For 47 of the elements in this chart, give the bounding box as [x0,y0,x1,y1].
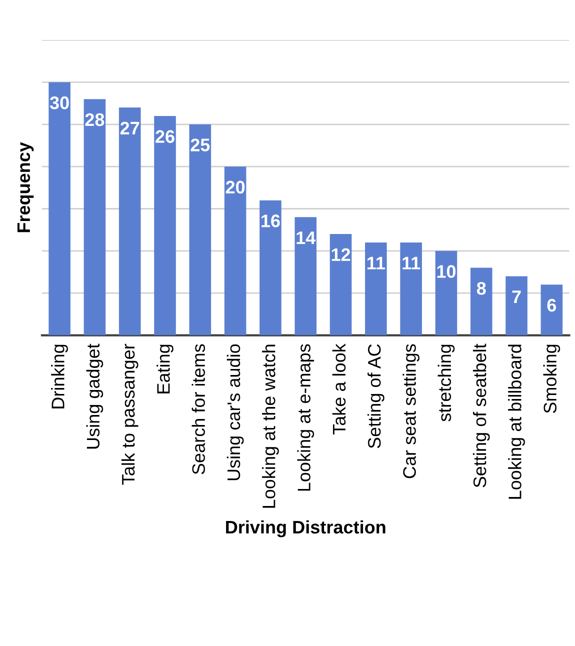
data-label: 26 [156,130,174,143]
x-tick-label: Drinking [51,344,68,408]
x-axis-title: Driving Distraction [226,520,386,538]
bar [84,99,106,336]
bar [224,166,246,336]
x-tick-label: Looking at e-maps [297,344,314,491]
x-tick-label: Talk to passanger [121,344,138,485]
data-label: 11 [402,256,420,270]
data-label: 6 [547,298,556,312]
x-tick-label: Eating [156,344,174,394]
bar [48,82,70,336]
y-axis-title: Frequency [17,142,34,232]
x-tick-label: Smoking [543,344,560,414]
bar [400,242,422,336]
x-tick-label: Using car's audio [226,344,244,480]
data-label: 12 [332,248,350,261]
bar [506,276,528,336]
bar [365,242,387,336]
x-tick-label: Looking at billboard [508,344,525,499]
x-tick-label: stretching [438,344,455,422]
x-tick-label: Search for items [192,344,206,474]
x-tick-label: Take a look [332,344,346,435]
bar [294,217,317,336]
bar [435,250,458,336]
x-tick-label: Setting of AC [368,344,384,448]
data-label: 20 [226,180,245,194]
bar [470,268,492,336]
bar [154,116,176,336]
bar [189,124,212,336]
data-label: 16 [262,214,280,228]
data-label: 11 [368,256,385,270]
data-label: 8 [476,282,486,295]
bar [330,234,352,336]
data-label: 14 [296,232,316,244]
x-tick-label: Car seat settings [402,344,420,478]
data-label: 30 [50,96,69,110]
data-label: 28 [85,113,104,126]
x-tick-label: Looking at the watch [262,344,279,508]
data-label: 27 [120,122,140,134]
data-label: 7 [512,290,521,304]
x-tick-label: Setting of seatbelt [472,344,490,488]
data-label: 10 [437,265,456,278]
data-label: 25 [190,138,210,152]
bar [118,108,141,336]
bar [260,200,282,336]
bar [540,284,563,336]
x-tick-label: Using gadget [86,344,104,449]
